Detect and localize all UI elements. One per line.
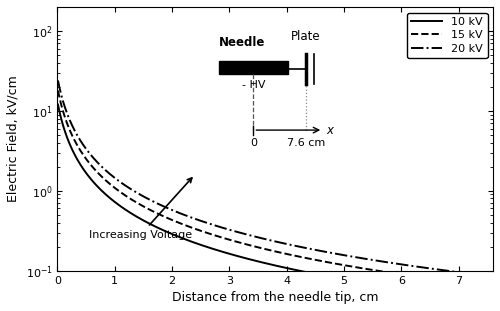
20 kV (55, 79, 61, 82)
10 kV (104, 194, 110, 198)
20 kV (240, 232, 246, 235)
15 kV (490, 285, 496, 288)
10 kV (240, 256, 246, 260)
20 kV (482, 273, 488, 277)
15 kV (434, 278, 440, 281)
15 kV (104, 180, 110, 184)
15 kV (482, 284, 488, 287)
10 kV (55, 103, 61, 106)
15 kV (130, 199, 136, 202)
15 kV (240, 242, 246, 245)
Y-axis label: Electric Field, kV/cm: Electric Field, kV/cm (7, 75, 20, 202)
Text: Increasing Voltage: Increasing Voltage (89, 178, 192, 240)
20 kV (222, 226, 228, 230)
10 kV (222, 251, 228, 254)
Line: 20 kV: 20 kV (58, 81, 493, 276)
20 kV (130, 189, 136, 193)
Line: 10 kV: 10 kV (58, 104, 493, 300)
X-axis label: Distance from the needle tip, cm: Distance from the needle tip, cm (172, 291, 378, 304)
10 kV (130, 213, 136, 216)
10 kV (490, 299, 496, 302)
Legend: 10 kV, 15 kV, 20 kV: 10 kV, 15 kV, 20 kV (407, 12, 488, 58)
10 kV (482, 298, 488, 301)
15 kV (55, 89, 61, 92)
20 kV (490, 275, 496, 278)
20 kV (434, 267, 440, 271)
Line: 15 kV: 15 kV (58, 91, 493, 286)
20 kV (104, 170, 110, 174)
15 kV (222, 237, 228, 240)
10 kV (434, 292, 440, 295)
